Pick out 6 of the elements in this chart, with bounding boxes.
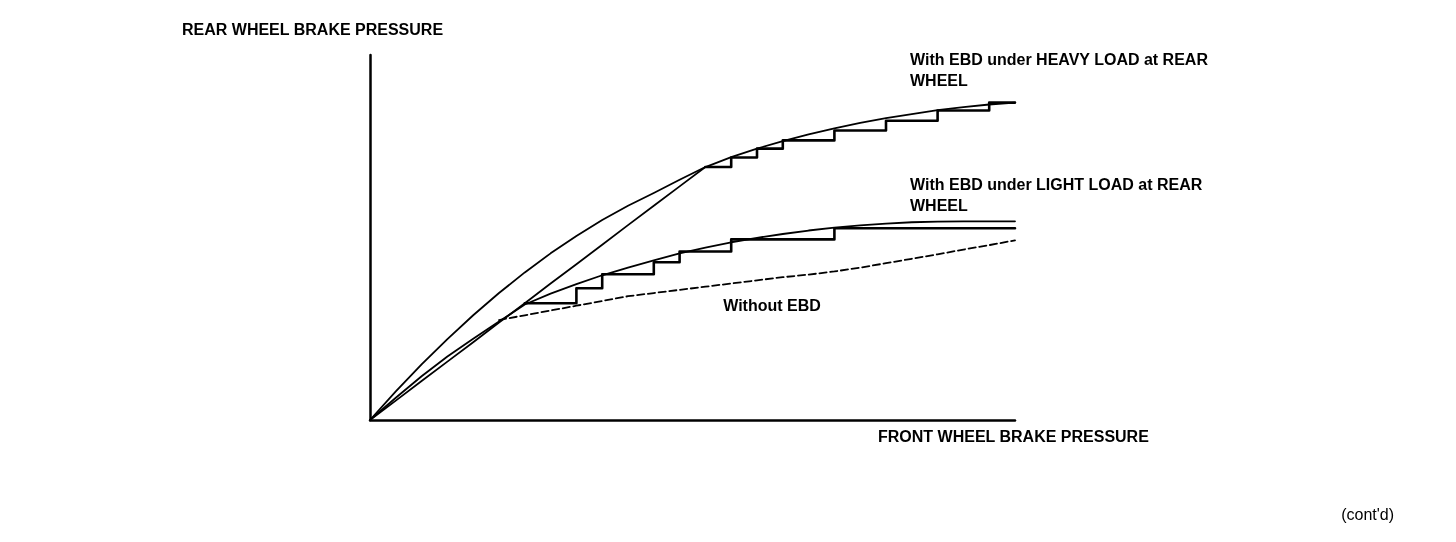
x-axis-title: FRONT WHEEL BRAKE PRESSURE (878, 427, 1150, 445)
series-label: Without EBD (723, 296, 821, 314)
series-label: With EBD under LIGHT LOAD at REAR WHEEL (910, 176, 1207, 215)
text: With EBD under HEAVY LOAD at REAR WHEEL (910, 50, 1213, 89)
y-axis-title: REAR WHEEL BRAKE PRESSURE (182, 20, 444, 38)
text: (cont'd) (1341, 505, 1395, 523)
